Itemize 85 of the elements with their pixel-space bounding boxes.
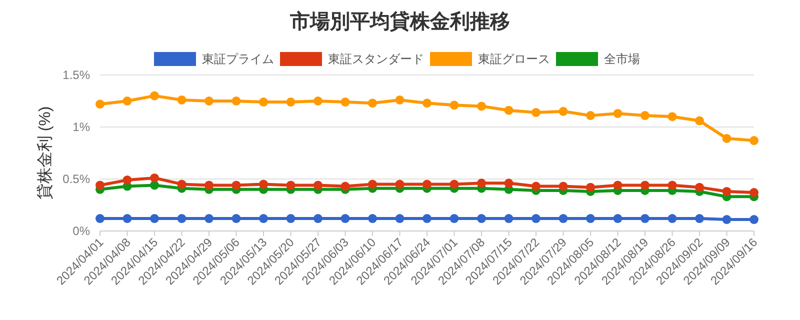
legend-label: 全市場 — [604, 52, 640, 66]
point — [695, 182, 704, 192]
point — [314, 96, 322, 106]
point — [613, 214, 622, 224]
point — [695, 214, 704, 224]
y-axis-title: 貸株金利 (%) — [36, 106, 54, 200]
point — [750, 188, 758, 198]
point — [722, 134, 732, 143]
point — [395, 180, 404, 189]
point — [395, 95, 404, 104]
point — [232, 96, 241, 106]
y-tick-label: 0% — [72, 224, 90, 238]
point — [722, 215, 732, 224]
point — [259, 180, 268, 189]
point — [504, 214, 514, 224]
point — [532, 214, 540, 224]
point — [422, 180, 432, 189]
point — [532, 182, 540, 191]
point — [504, 106, 514, 115]
point — [640, 214, 650, 224]
point — [122, 96, 132, 106]
point — [668, 112, 677, 122]
point — [558, 106, 568, 116]
point — [695, 116, 704, 126]
point — [177, 95, 186, 104]
y-tick-label: 1.5% — [62, 68, 90, 82]
point — [640, 180, 650, 190]
point — [750, 215, 758, 224]
y-tick-label: 0.5% — [62, 172, 90, 186]
point — [422, 214, 432, 224]
point — [477, 102, 486, 111]
point — [668, 214, 677, 224]
point — [532, 108, 540, 117]
point — [286, 98, 296, 107]
point — [122, 214, 132, 224]
legend-label: 東証グロース — [478, 52, 550, 66]
legend-label: 東証プライム — [202, 52, 274, 66]
point — [558, 214, 568, 224]
legend-label: 東証スタンダード — [328, 52, 424, 66]
point — [204, 214, 214, 224]
point — [368, 180, 377, 189]
point — [259, 98, 268, 107]
point — [150, 91, 159, 100]
point — [314, 180, 322, 190]
point — [586, 214, 595, 224]
point — [96, 180, 104, 190]
point — [450, 100, 459, 110]
point — [558, 182, 568, 191]
point — [150, 173, 159, 182]
point — [340, 98, 350, 107]
point — [613, 108, 622, 118]
point — [96, 214, 104, 224]
point — [286, 214, 296, 224]
point — [232, 214, 241, 224]
point — [177, 180, 186, 189]
point — [750, 136, 758, 146]
point — [504, 178, 514, 188]
point — [722, 186, 732, 196]
point — [122, 176, 132, 185]
point — [259, 214, 268, 224]
point — [477, 178, 486, 188]
point — [450, 214, 459, 224]
point — [204, 180, 214, 190]
point — [177, 214, 186, 224]
point — [368, 98, 377, 108]
point — [314, 214, 322, 224]
y-tick-label: 1% — [72, 120, 90, 134]
point — [286, 180, 296, 190]
point — [586, 182, 595, 192]
point — [640, 111, 650, 120]
point — [150, 214, 159, 224]
point — [586, 111, 595, 120]
point — [395, 214, 404, 224]
point — [96, 100, 104, 109]
point — [340, 182, 350, 191]
point — [668, 180, 677, 190]
point — [450, 180, 459, 189]
point — [422, 98, 432, 108]
point — [232, 180, 241, 190]
point — [613, 180, 622, 190]
point — [340, 214, 350, 224]
point — [477, 214, 486, 224]
point — [368, 214, 377, 224]
chart-title: 市場別平均貸株金利推移 — [289, 10, 510, 33]
point — [204, 96, 214, 106]
